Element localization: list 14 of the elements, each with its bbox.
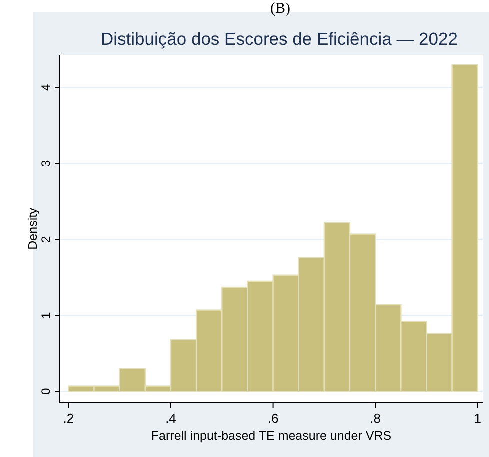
y-tick-label: 1 bbox=[39, 312, 53, 319]
y-tick-label: 0 bbox=[39, 388, 53, 395]
x-tick-label: .4 bbox=[166, 411, 176, 426]
chart-title: Distibuição dos Escores de Eficiência — 2022 bbox=[101, 29, 458, 49]
x-tick-label: .2 bbox=[63, 411, 74, 426]
x-axis-title: Farrell input-based TE measure under VRS bbox=[151, 429, 392, 443]
x-tick-label: .6 bbox=[268, 411, 279, 426]
y-tick-label: 4 bbox=[39, 84, 53, 92]
y-tick-label: 3 bbox=[39, 160, 53, 167]
x-tick-label: .8 bbox=[370, 411, 382, 426]
x-tick-label: 1 bbox=[474, 411, 482, 426]
y-tick-label: 2 bbox=[39, 236, 53, 243]
y-axis-title: Density bbox=[26, 207, 40, 250]
text: (B) bbox=[270, 1, 290, 17]
